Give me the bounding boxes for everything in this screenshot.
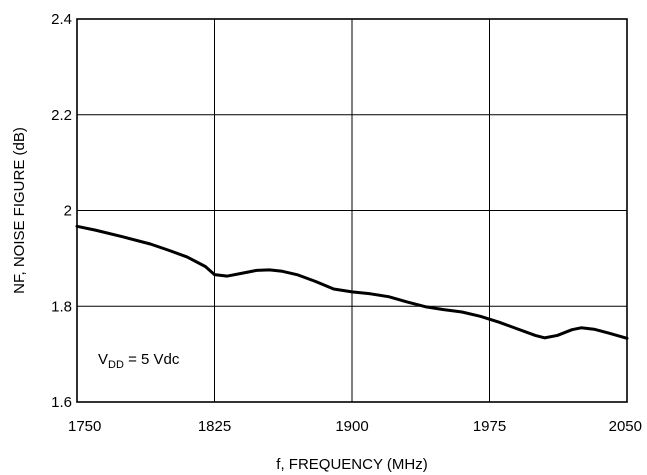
y-tick-label: 2 (64, 203, 72, 220)
curve-layer (75, 224, 629, 340)
plot-frame (76, 18, 628, 403)
x-axis-label: f, FREQUENCY (MHz) (276, 456, 427, 473)
grid (76, 18, 628, 403)
x-tick-labels: 1750 1825 1900 1975 2050 (68, 418, 642, 435)
vdd-annotation: VDD = 5 Vdc (98, 351, 180, 371)
y-axis-label: NF, NOISE FIGURE (dB) (11, 127, 28, 294)
x-tick-label: 1975 (473, 418, 506, 435)
y-tick-label: 1.8 (51, 298, 72, 315)
noise-figure-curve (75, 224, 629, 340)
y-tick-label: 2.4 (51, 11, 72, 28)
y-tick-label: 1.6 (51, 394, 72, 411)
x-tick-label: 2050 (609, 418, 642, 435)
x-tick-label: 1825 (198, 418, 231, 435)
vdd-annotation-rest: = 5 Vdc (124, 351, 180, 368)
y-tick-label: 2.2 (51, 107, 72, 124)
x-tick-label: 1900 (335, 418, 368, 435)
y-tick-labels: 1.6 1.8 2 2.2 2.4 (51, 11, 72, 411)
vdd-annotation-sub: DD (108, 359, 124, 371)
vdd-annotation-base: V (98, 351, 108, 368)
x-tick-label: 1750 (68, 418, 101, 435)
